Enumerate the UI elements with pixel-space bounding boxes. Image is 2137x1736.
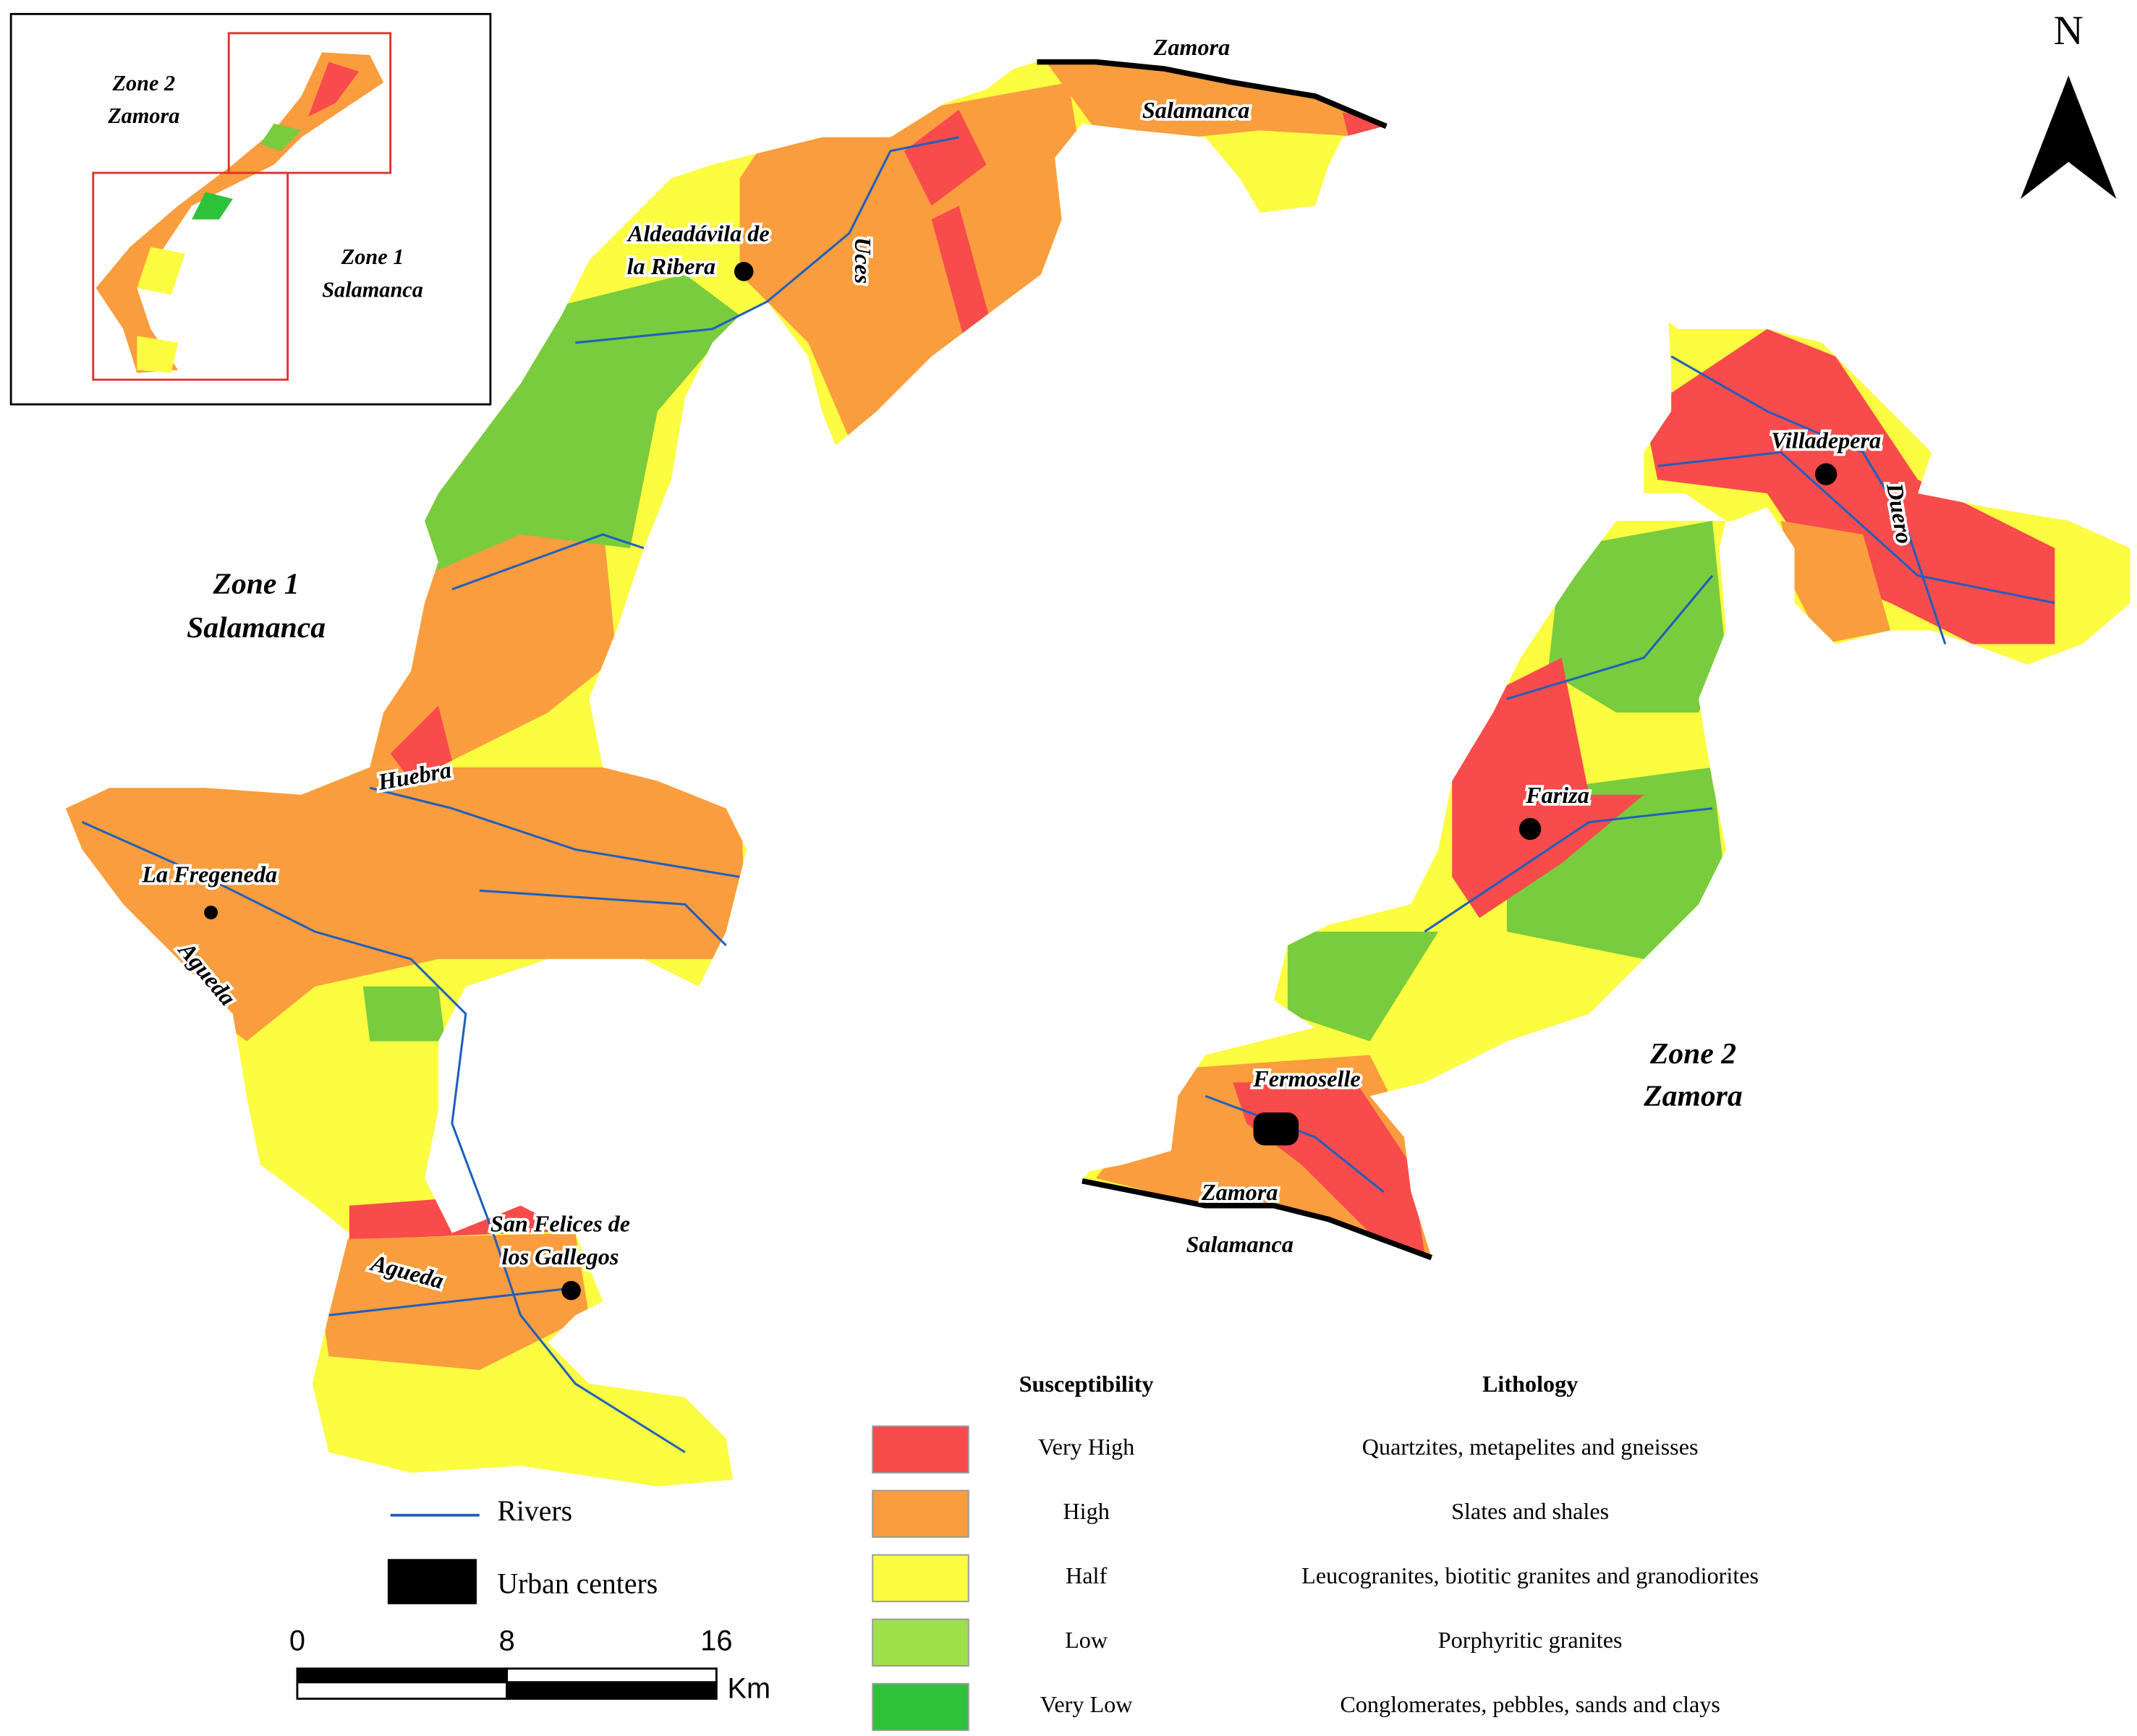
lithology-label: Slates and shales — [1451, 1498, 1609, 1524]
lithology-label: Leucogranites, biotitic granites and gra… — [1301, 1562, 1759, 1588]
border-label: Zamora — [1201, 1179, 1278, 1205]
lithology-label: Porphyritic granites — [1438, 1627, 1623, 1653]
scale-unit: Km — [727, 1673, 770, 1705]
place-label: Villadepera — [1771, 427, 1881, 453]
inset-label: Zamora — [107, 103, 179, 128]
inset-label: Zone 2 — [112, 71, 176, 95]
legend-heading: Susceptibility — [1019, 1371, 1154, 1397]
zone-label: Salamanca — [187, 611, 326, 644]
river-label: Uces — [850, 237, 876, 284]
scale-tick-label: 0 — [289, 1625, 305, 1656]
place-label: La Fregeneda — [141, 861, 277, 888]
scale-tick-label: 16 — [700, 1625, 732, 1656]
scale-segment — [296, 1681, 509, 1700]
lithology-label: Conglomerates, pebbles, sands and clays — [1340, 1691, 1720, 1717]
scale-bar: 0 8 16 Km — [289, 1625, 770, 1704]
border-label: Salamanca — [1142, 97, 1249, 123]
place-label: los Gallegos — [502, 1243, 619, 1269]
urban-centers — [204, 262, 1838, 1301]
zone-label: Zone 2 — [1649, 1037, 1736, 1071]
legend-label: Urban centers — [497, 1567, 658, 1599]
scale-tick-label: 8 — [499, 1625, 515, 1656]
legend-swatch — [872, 1618, 969, 1667]
legend-swatch — [872, 1425, 969, 1473]
legend-swatch — [872, 1554, 969, 1602]
inset: Zone 2 Zamora Zone 1 Salamanca — [9, 12, 492, 406]
lithology-label: Quartzites, metapelites and gneisses — [1362, 1434, 1699, 1460]
susceptibility-level: High — [1063, 1498, 1109, 1524]
inset-label: Zone 1 — [341, 244, 404, 269]
susceptibility-level: Very High — [1038, 1434, 1134, 1460]
border-label: Salamanca — [1186, 1231, 1293, 1257]
rivers-drawing — [82, 136, 2055, 1453]
legend-swatch — [872, 1682, 969, 1731]
place-label: la Ribera — [627, 253, 716, 279]
legend-heading: Lithology — [1482, 1371, 1578, 1397]
susceptibility-level: Half — [1066, 1562, 1107, 1588]
north-label: N — [2054, 8, 2083, 54]
place-label: San Felices de — [490, 1211, 630, 1237]
susceptibility-level: Low — [1065, 1627, 1108, 1653]
legend: Rivers Urban centers Susceptibility Lith… — [387, 1371, 1578, 1604]
legend-swatch — [872, 1489, 969, 1538]
place-label: Aldeadávila de — [626, 220, 770, 246]
borders — [1037, 59, 1433, 1261]
scale-segment — [296, 1667, 509, 1684]
susceptibility-legend: Very High Quartzites, metapelites and gne… — [872, 1425, 1759, 1731]
scale-segment — [506, 1681, 718, 1700]
scale-segment — [506, 1667, 718, 1684]
place-label: Fariza — [1525, 782, 1589, 808]
zone-label: Zone 1 — [213, 567, 299, 600]
susceptibility-level: Very Low — [1040, 1691, 1134, 1717]
inset-label: Salamanca — [322, 278, 423, 302]
legend-label: Rivers — [497, 1495, 572, 1527]
zone-label: Zamora — [1643, 1080, 1743, 1113]
north-arrow: N — [2021, 8, 2117, 199]
zone-2-map — [1082, 322, 2130, 1258]
border-label: Zamora — [1153, 34, 1231, 60]
place-label: Fermoselle — [1252, 1065, 1360, 1092]
